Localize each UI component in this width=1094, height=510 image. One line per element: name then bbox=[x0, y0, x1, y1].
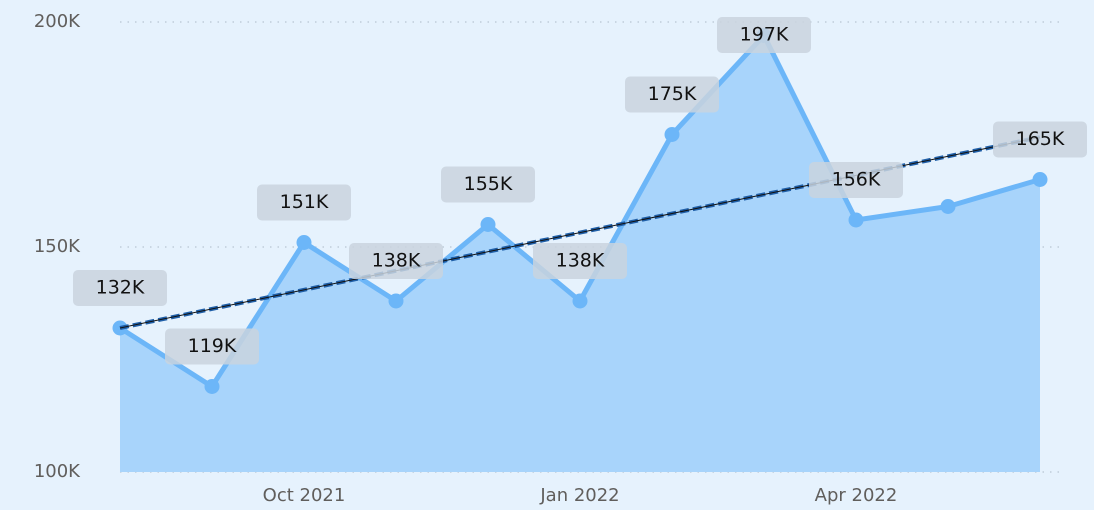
x-tick-label: Jan 2022 bbox=[539, 485, 619, 506]
data-label: 175K bbox=[648, 83, 697, 105]
data-label: 165K bbox=[1016, 128, 1065, 150]
data-label: 197K bbox=[740, 24, 789, 46]
y-tick-label: 200K bbox=[34, 11, 81, 32]
data-label: 132K bbox=[96, 277, 145, 299]
marker bbox=[572, 293, 588, 309]
data-label: 138K bbox=[372, 250, 421, 272]
x-tick-label: Apr 2022 bbox=[815, 485, 898, 506]
marker bbox=[480, 217, 496, 232]
data-label: 138K bbox=[556, 250, 605, 272]
data-label: 151K bbox=[280, 191, 329, 213]
data-label-box bbox=[257, 184, 351, 221]
data-label: 155K bbox=[464, 173, 513, 195]
marker bbox=[204, 379, 220, 394]
data-label-box bbox=[717, 17, 811, 53]
y-tick-label: 150K bbox=[34, 236, 81, 257]
data-label-box bbox=[533, 243, 627, 279]
x-tick-label: Oct 2021 bbox=[263, 485, 346, 506]
data-label-box bbox=[165, 328, 259, 365]
data-label-box bbox=[441, 166, 535, 203]
data-label-box bbox=[73, 270, 167, 306]
data-label-box bbox=[625, 76, 719, 113]
data-label: 156K bbox=[832, 169, 881, 191]
area bbox=[120, 35, 1040, 472]
marker bbox=[848, 212, 864, 228]
data-label-box bbox=[993, 121, 1087, 158]
marker bbox=[940, 199, 956, 214]
y-tick-label: 100K bbox=[34, 461, 81, 482]
data-label-box bbox=[349, 243, 443, 279]
marker bbox=[296, 235, 312, 250]
data-label-box bbox=[809, 162, 903, 198]
marker bbox=[1032, 172, 1048, 187]
marker bbox=[388, 293, 404, 309]
marker bbox=[664, 127, 680, 142]
data-label: 119K bbox=[188, 335, 237, 357]
